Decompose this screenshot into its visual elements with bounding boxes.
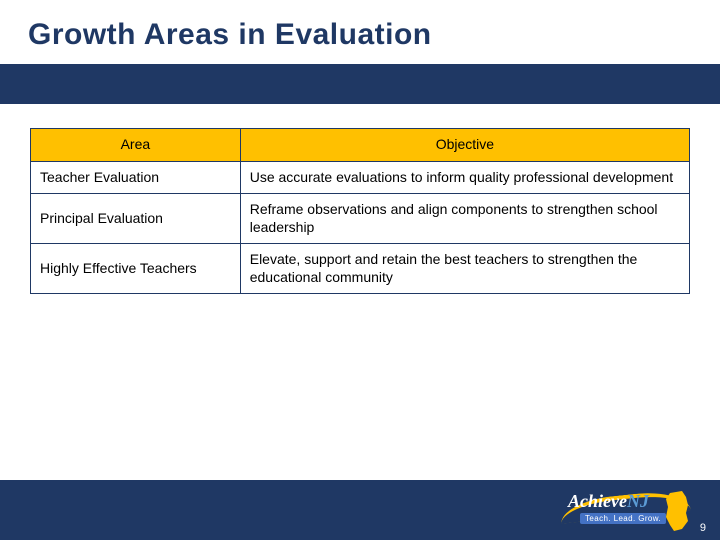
table-row: Teacher Evaluation Use accurate evaluati…	[31, 161, 690, 194]
col-header-objective: Objective	[240, 129, 689, 162]
logo-text-a: Achieve	[568, 491, 627, 511]
table-row: Highly Effective Teachers Elevate, suppo…	[31, 244, 690, 294]
cell-area: Principal Evaluation	[31, 194, 241, 244]
slide: Growth Areas in Evaluation Area Objectiv…	[0, 0, 720, 540]
header: Growth Areas in Evaluation	[0, 0, 720, 104]
footer: AchieveNJ Teach. Lead. Grow. 9	[0, 480, 720, 540]
growth-areas-table: Area Objective Teacher Evaluation Use ac…	[30, 128, 690, 294]
logo-main-text: AchieveNJ	[568, 491, 649, 512]
cell-objective: Use accurate evaluations to inform quali…	[240, 161, 689, 194]
table-header-row: Area Objective	[31, 129, 690, 162]
cell-area: Teacher Evaluation	[31, 161, 241, 194]
cell-objective: Reframe observations and align component…	[240, 194, 689, 244]
slide-title: Growth Areas in Evaluation	[28, 18, 432, 52]
table-row: Principal Evaluation Reframe observation…	[31, 194, 690, 244]
header-strip	[0, 64, 720, 104]
achieve-nj-logo: AchieveNJ Teach. Lead. Grow.	[560, 483, 690, 535]
logo-text-b: NJ	[627, 491, 649, 511]
logo-sub-text: Teach. Lead. Grow.	[580, 513, 666, 524]
nj-state-icon	[664, 491, 690, 531]
cell-area: Highly Effective Teachers	[31, 244, 241, 294]
col-header-area: Area	[31, 129, 241, 162]
cell-objective: Elevate, support and retain the best tea…	[240, 244, 689, 294]
page-number: 9	[700, 522, 706, 534]
